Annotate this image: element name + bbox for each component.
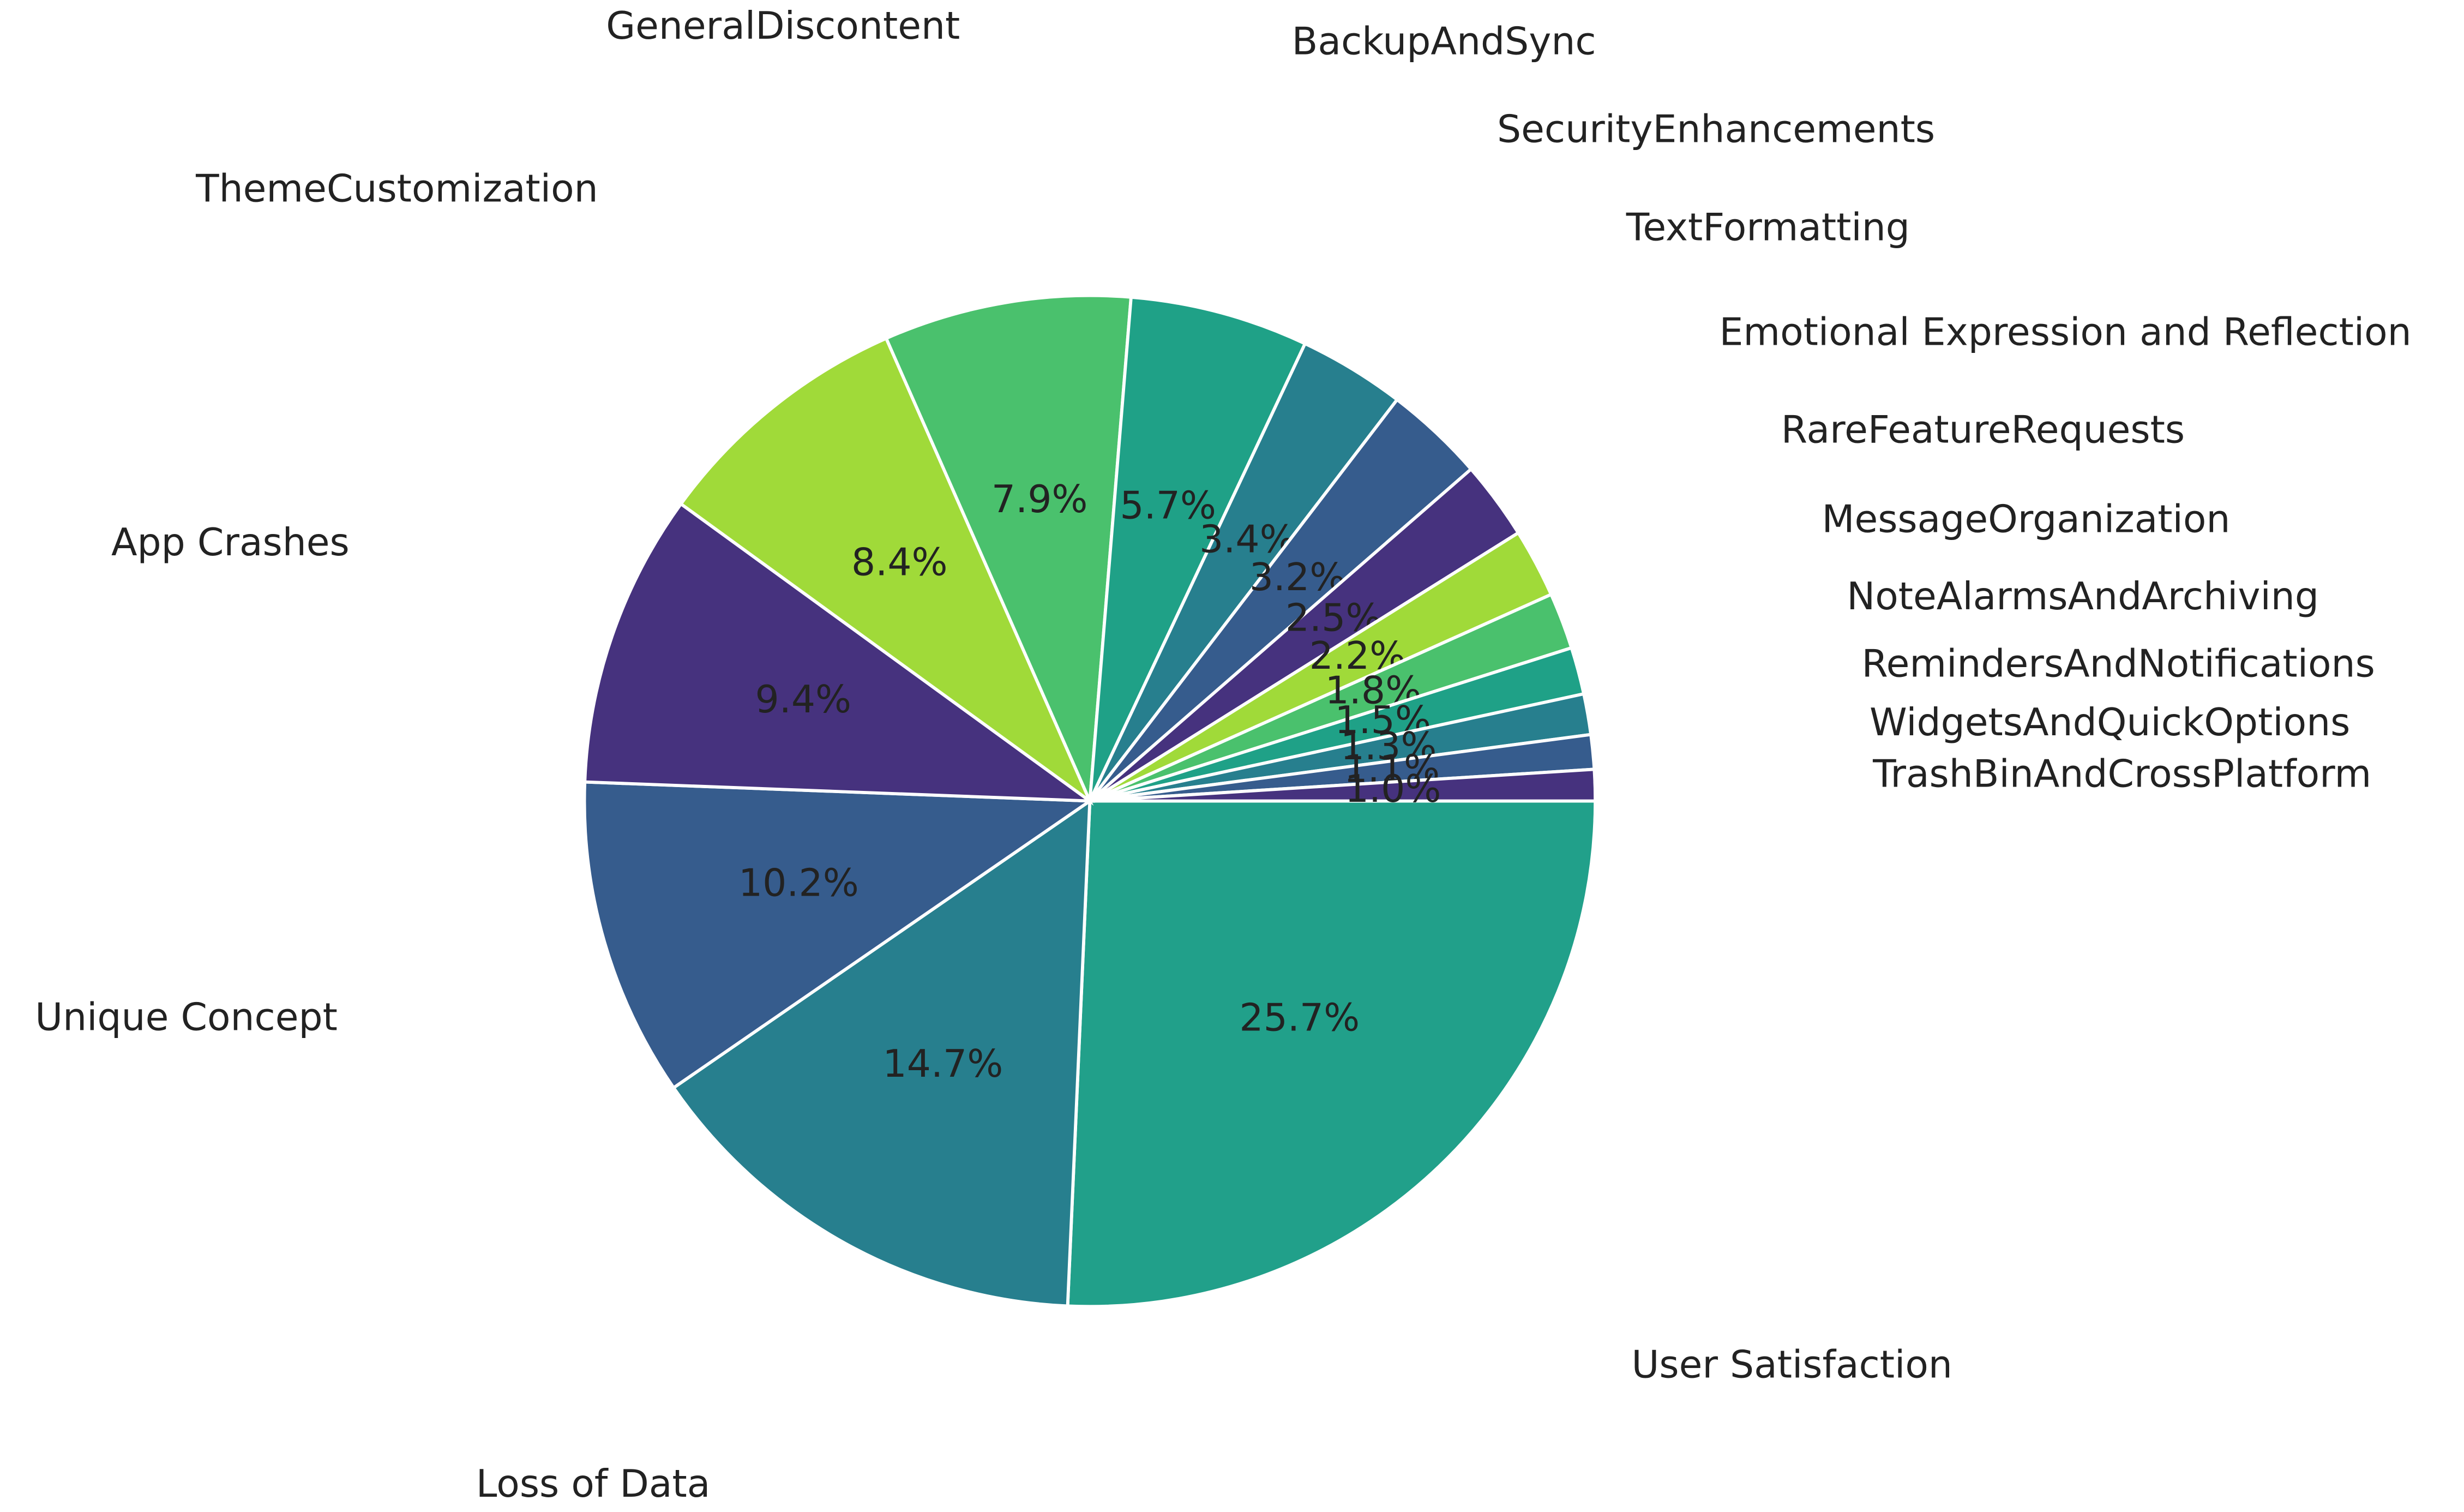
- category-label: TrashBinAndCrossPlatform: [1872, 752, 2371, 796]
- pie-slice: [582, 780, 1095, 1090]
- category-label: App Crashes: [111, 520, 350, 565]
- category-label: RareFeatureRequests: [1781, 407, 2185, 452]
- value-label: 1.0%: [1345, 767, 1441, 811]
- value-label: 25.7%: [1239, 995, 1360, 1040]
- category-label: GeneralDiscontent: [606, 4, 960, 48]
- pie-slice: [583, 501, 1095, 803]
- category-label: NoteAlarmsAndArchiving: [1847, 574, 2319, 619]
- category-label: RemindersAndNotifications: [1861, 642, 2375, 686]
- category-label: Unique Concept: [35, 995, 338, 1039]
- value-label: 7.9%: [991, 477, 1088, 521]
- pie-slice: [678, 336, 1094, 806]
- value-label: 9.4%: [755, 677, 852, 722]
- pie-slice: [1090, 767, 1597, 803]
- category-label: Emotional Expression and Reflection: [1719, 310, 2411, 354]
- category-label: Loss of Data: [476, 1462, 711, 1506]
- category-label: SecurityEnhancements: [1497, 107, 1935, 151]
- value-label: 10.2%: [738, 861, 859, 905]
- category-label: User Satisfaction: [1632, 1342, 1952, 1387]
- pie-slice: [1066, 799, 1597, 1309]
- value-label: 8.4%: [851, 541, 948, 585]
- value-label: 5.7%: [1120, 483, 1216, 527]
- pie-slice: [671, 797, 1092, 1308]
- category-label: MessageOrganization: [1822, 497, 2231, 542]
- pie-slice: [884, 293, 1133, 802]
- pie-slice: [1088, 295, 1307, 802]
- value-label: 14.7%: [883, 1042, 1003, 1086]
- category-label: TextFormatting: [1626, 205, 1910, 249]
- category-label: WidgetsAndQuickOptions: [1870, 700, 2350, 745]
- category-label: ThemeCustomization: [195, 166, 598, 211]
- category-label: BackupAndSync: [1292, 20, 1596, 64]
